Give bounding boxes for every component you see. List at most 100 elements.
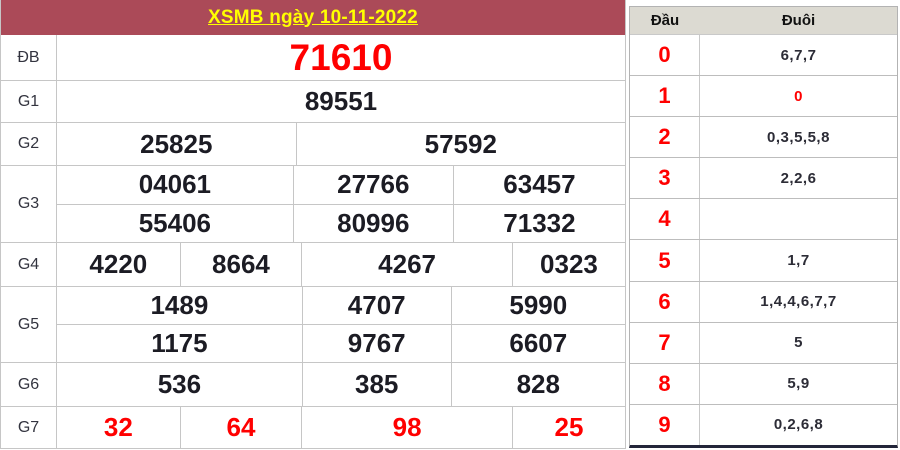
prize-subrow: 32 64 98 25 [57, 407, 625, 448]
head-digit: 8 [630, 363, 700, 404]
head-tail-row-5: 5 1,7 [630, 239, 897, 281]
prize-number: 8664 [179, 243, 302, 286]
prize-values: 4220 8664 4267 0323 [57, 243, 625, 286]
head-tail-row-8: 8 5,9 [630, 362, 897, 404]
prize-subrow: 04061 27766 63457 [57, 166, 625, 204]
tail-digits: 5 [794, 334, 803, 352]
tail-digits [700, 199, 897, 239]
head-tail-header: Đầu Đuôi [630, 7, 897, 35]
prize-number: 55406 [138, 207, 212, 238]
prize-subrow: 89551 [57, 81, 625, 122]
tail-column-header: Đuôi [781, 12, 816, 29]
head-tail-row-0: 0 6,7,7 [630, 35, 897, 76]
head-tail-row-2: 2 0,3,5,5,8 [630, 116, 897, 158]
prize-row-g6: G6 536 385 828 [1, 363, 625, 407]
prize-row-g5: G5 1489 4707 5990 1175 9767 6607 [1, 287, 625, 363]
tail-digits: 2,2,6 [780, 169, 817, 187]
head-tail-row-4: 4 [630, 198, 897, 240]
tail-digits: 0,2,6,8 [773, 416, 824, 434]
head-tail-rows: 0 6,7,7 1 0 2 0,3,5,5,8 3 2,2,6 4 5 1,7 6 1,4,4,6,7,… [630, 35, 897, 445]
prize-values: 32 64 98 25 [57, 407, 625, 448]
results-rows: ĐB 71610 G1 89551 G2 25825 57592 G3 04061 27766 63… [1, 35, 625, 448]
prize-subrow: 1175 9767 6607 [57, 324, 625, 362]
head-digit: 4 [630, 199, 700, 240]
prize-values: 1489 4707 5990 1175 9767 6607 [57, 287, 625, 362]
head-tail-table: Đầu Đuôi 0 6,7,7 1 0 2 0,3,5,5,8 3 2,2,6 4 5 1,7 6 1… [629, 6, 898, 448]
head-digit: 3 [630, 158, 700, 199]
prize-values: 536 385 828 [57, 363, 625, 406]
prize-number: 32 [103, 412, 133, 442]
prize-number: 27766 [292, 166, 453, 204]
head-digit: 7 [630, 322, 700, 363]
results-table: XSMB ngày 10-11-2022 ĐB 71610 G1 89551 G2 258… [0, 0, 626, 449]
prize-label: G5 [1, 287, 57, 362]
prize-subrow: 4220 8664 4267 0323 [57, 243, 625, 286]
prize-number: 4220 [89, 249, 148, 279]
prize-number: 6607 [450, 325, 625, 362]
prize-number: 9767 [301, 325, 451, 362]
prize-number: 4267 [301, 243, 512, 286]
prize-values: 71610 [57, 35, 625, 80]
head-digit: 1 [630, 76, 700, 117]
prize-values: 04061 27766 63457 55406 80996 71332 [57, 166, 625, 242]
prize-number: 536 [157, 369, 202, 399]
tail-digits: 5,9 [787, 375, 810, 393]
prize-number: 385 [301, 363, 451, 406]
prize-subrow: 536 385 828 [57, 363, 625, 406]
prize-number: 71332 [452, 204, 625, 242]
tail-digits: 1,4,4,6,7,7 [760, 293, 837, 311]
prize-label: G7 [1, 407, 57, 448]
prize-label: G1 [1, 81, 57, 122]
tail-digits: 6,7,7 [780, 46, 817, 64]
prize-number: 828 [450, 363, 625, 406]
head-digit: 9 [630, 404, 700, 445]
prize-number: 89551 [304, 86, 378, 116]
prize-label: G4 [1, 243, 57, 286]
results-title-bar: XSMB ngày 10-11-2022 [1, 0, 625, 35]
prize-row-g7: G7 32 64 98 25 [1, 407, 625, 448]
tail-digits: 0 [794, 87, 803, 105]
prize-number: 98 [301, 407, 512, 448]
prize-number: 80996 [292, 204, 453, 242]
head-digit: 2 [630, 117, 700, 158]
prize-row-g4: G4 4220 8664 4267 0323 [1, 243, 625, 287]
prize-number: 1175 [151, 328, 208, 358]
prize-number: 1489 [150, 290, 209, 320]
tail-digits: 1,7 [787, 252, 810, 270]
prize-number: 71610 [289, 36, 393, 78]
prize-number: 04061 [138, 169, 212, 200]
prize-subrow: 1489 4707 5990 [57, 287, 625, 324]
prize-number: 4707 [301, 287, 451, 324]
head-digit: 6 [630, 281, 700, 322]
prize-number: 64 [179, 407, 302, 448]
head-digit: 0 [630, 35, 700, 76]
prize-values: 25825 57592 [57, 123, 625, 165]
prize-row-g2: G2 25825 57592 [1, 123, 625, 166]
head-digit: 5 [630, 240, 700, 281]
prize-number: 57592 [295, 123, 625, 165]
prize-subrow: 25825 57592 [57, 123, 625, 165]
prize-row-g3: G3 04061 27766 63457 55406 80996 71332 [1, 166, 625, 243]
prize-subrow: 71610 [57, 35, 625, 80]
results-title-link[interactable]: XSMB ngày 10-11-2022 [208, 6, 418, 28]
prize-number: 5990 [450, 287, 625, 324]
prize-label: G6 [1, 363, 57, 406]
prize-number: 0323 [511, 243, 625, 286]
prize-number: 25825 [140, 128, 213, 159]
prize-number: 25 [511, 407, 625, 448]
head-column-header: Đầu [650, 12, 680, 29]
prize-label: ĐB [1, 35, 57, 80]
head-tail-row-3: 3 2,2,6 [630, 157, 897, 199]
prize-label: G2 [1, 123, 57, 165]
head-tail-row-9: 9 0,2,6,8 [630, 403, 897, 445]
tail-digits: 0,3,5,5,8 [767, 128, 830, 146]
prize-values: 89551 [57, 81, 625, 122]
prize-number: 63457 [452, 166, 625, 204]
prize-row-đb: ĐB 71610 [1, 35, 625, 81]
head-tail-row-6: 6 1,4,4,6,7,7 [630, 280, 897, 322]
prize-subrow: 55406 80996 71332 [57, 203, 625, 242]
prize-label: G3 [1, 166, 57, 242]
prize-row-g1: G1 89551 [1, 81, 625, 123]
